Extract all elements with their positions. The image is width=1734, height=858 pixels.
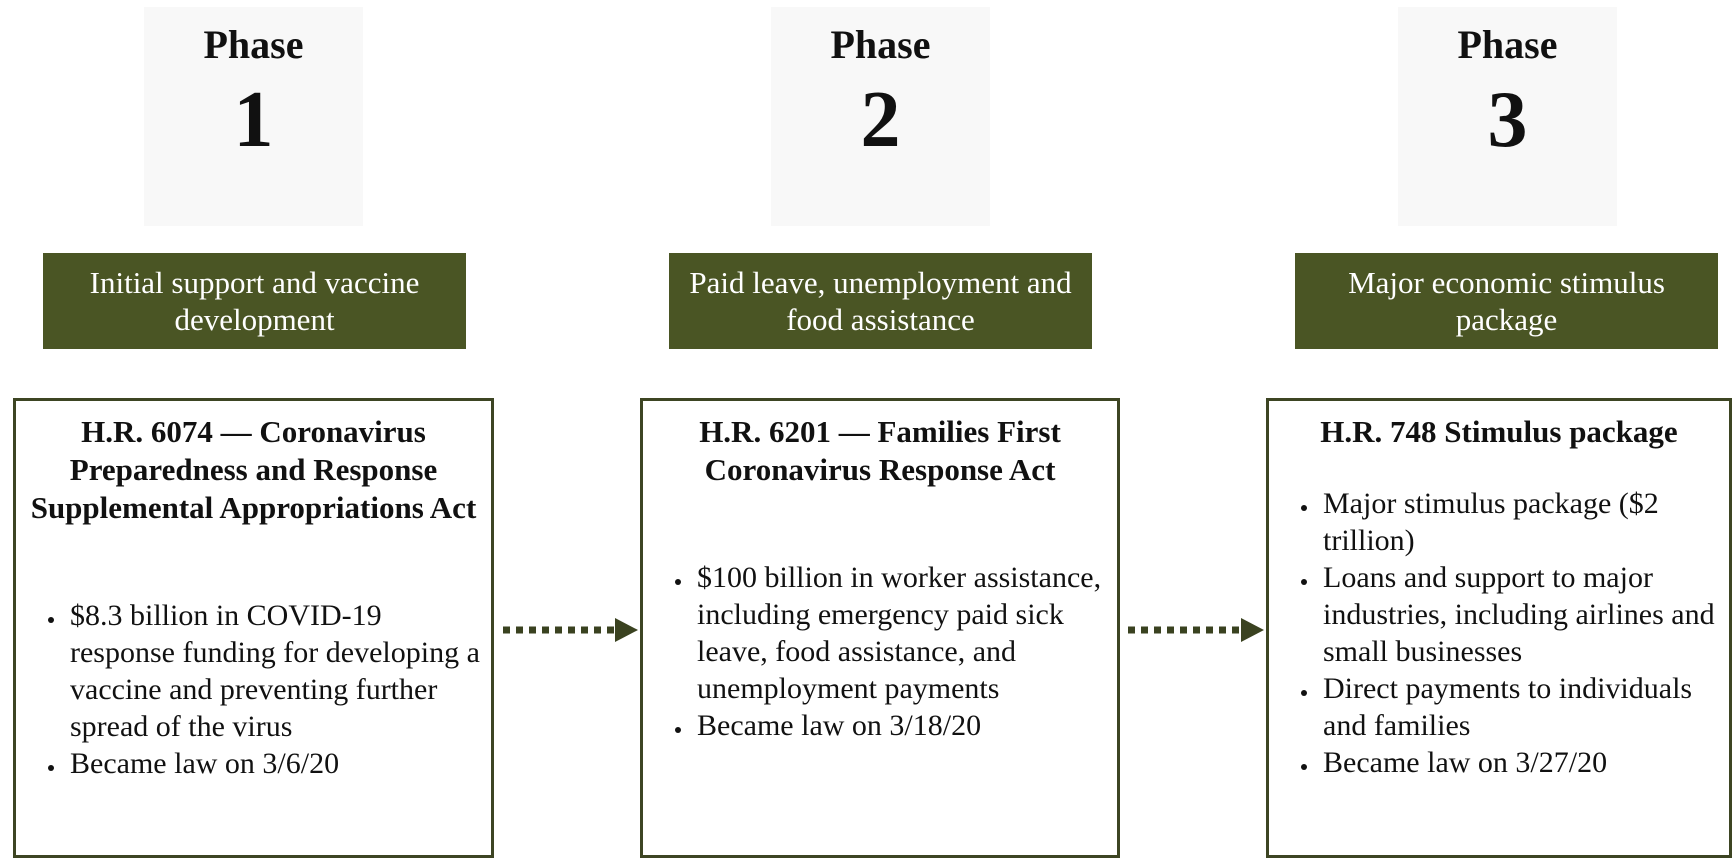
phase-banner: Paid leave, unemployment and food assist… [669,253,1092,349]
act-title: H.R. 6074 — Coronavirus Preparedness and… [30,414,477,525]
arrow-head [615,618,638,642]
phase-number: 2 [860,76,901,164]
phase-number: 3 [1487,76,1528,164]
bullet-item: Became law on 3/27/20 [1319,744,1719,781]
phase-banner: Major economic stimulus package [1295,253,1718,349]
phase-number: 1 [233,76,274,164]
phase-card: Phase 3 [1398,7,1617,226]
bullet-item: Loans and support to major industries, i… [1319,559,1719,670]
phase-banner: Initial support and vaccine development [43,253,466,349]
bullet-list: $100 billion in worker assistance, inclu… [657,559,1107,744]
bullet-list: $8.3 billion in COVID-19 response fundin… [30,597,481,782]
bullet-item: $100 billion in worker assistance, inclu… [693,559,1107,707]
act-box: H.R. 6074 — Coronavirus Preparedness and… [13,398,494,858]
act-title: H.R. 6201 — Families First Coronavirus R… [699,414,1061,487]
arrow [1128,618,1264,642]
bullet-list: Major stimulus package ($2 trillion)Loan… [1283,485,1719,781]
arrow-head [1241,618,1264,642]
arrow [503,618,638,642]
bullet-item: Became law on 3/18/20 [693,707,1107,744]
phase-label: Phase [1457,22,1558,67]
bullet-item: $8.3 billion in COVID-19 response fundin… [66,597,481,745]
act-box: H.R. 6201 — Families First Coronavirus R… [640,398,1120,858]
phase-label: Phase [203,22,304,67]
bullet-item: Became law on 3/6/20 [66,745,481,782]
phase-card: Phase 2 [771,7,990,226]
act-title: H.R. 748 Stimulus package [1320,414,1678,449]
phase-card: Phase 1 [144,7,363,226]
bullet-item: Major stimulus package ($2 trillion) [1319,485,1719,559]
act-box: H.R. 748 Stimulus package Major stimulus … [1266,398,1732,858]
bullet-item: Direct payments to individuals and famil… [1319,670,1719,744]
phase-label: Phase [830,22,931,67]
